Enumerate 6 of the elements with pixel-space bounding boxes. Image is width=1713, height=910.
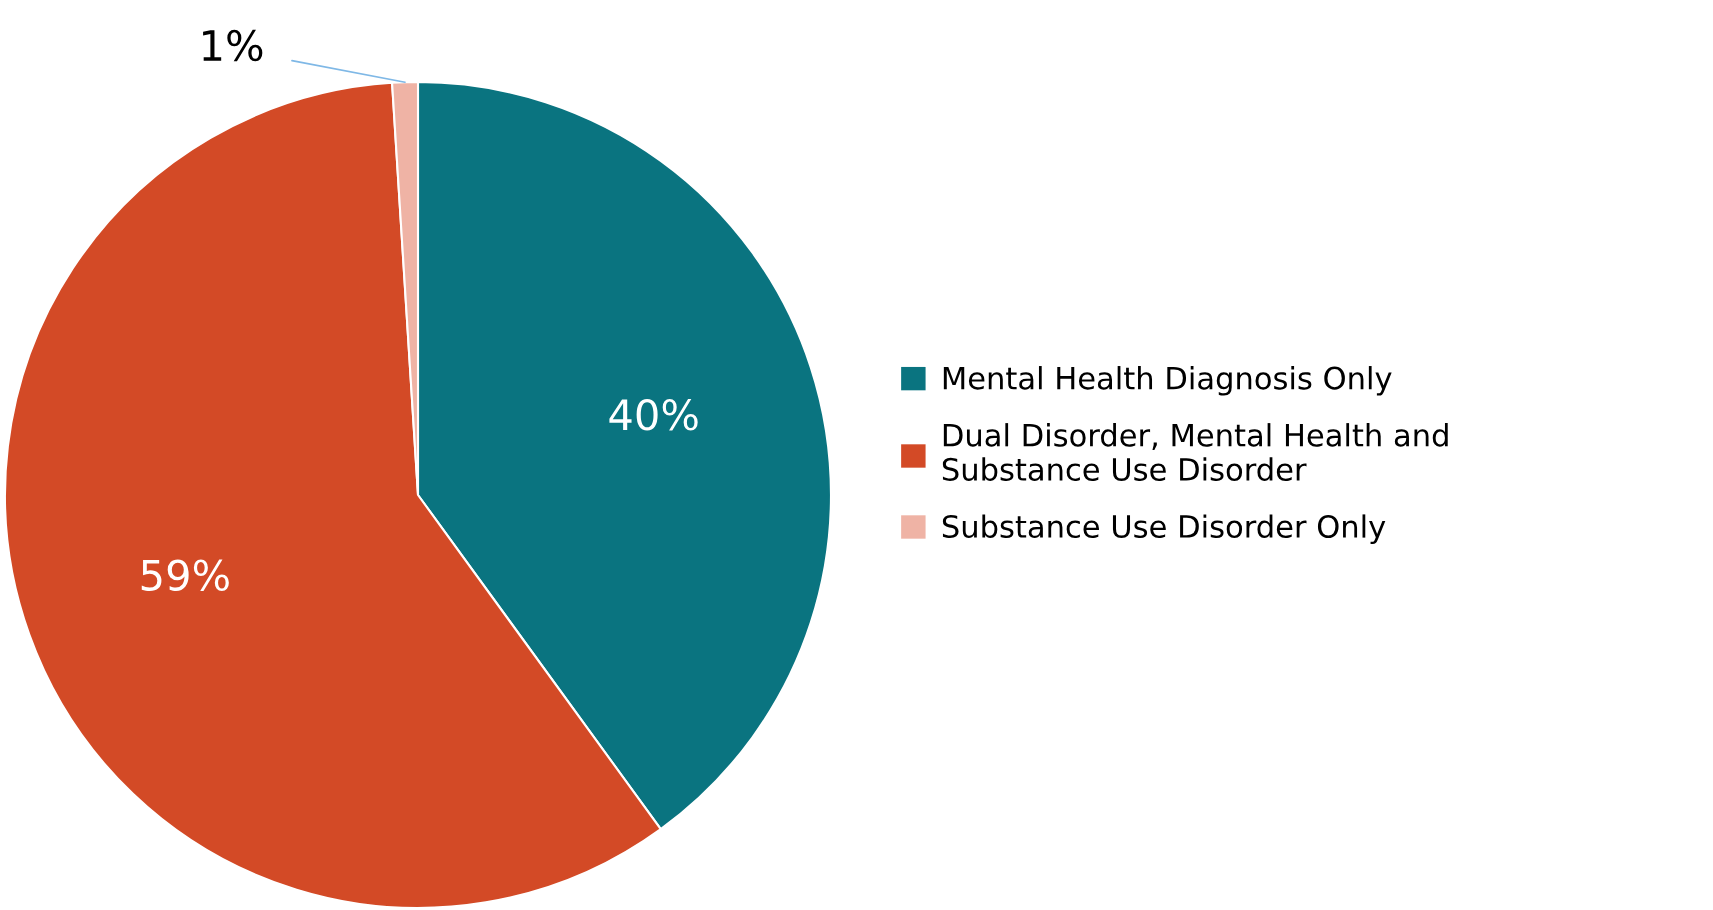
legend-label: Dual Disorder, Mental Health and Substance Use Disorder [942, 423, 1448, 481]
legend-label: Substance Use Disorder Only [942, 514, 1386, 544]
data-label: 1% [203, 29, 263, 62]
legend-label: Mental Health Diagnosis Only [943, 366, 1392, 396]
data-label: 40% [609, 399, 698, 431]
data-label: 59% [141, 559, 229, 592]
